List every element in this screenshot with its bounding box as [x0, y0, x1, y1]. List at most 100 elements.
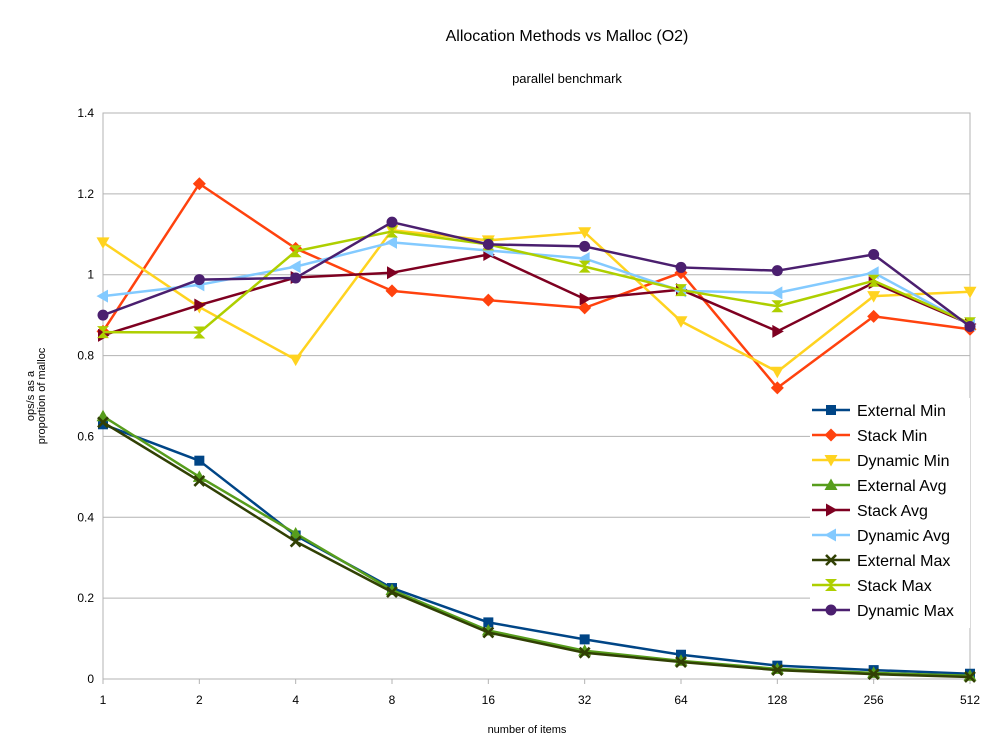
legend-label-dynamic-avg: Dynamic Avg — [857, 528, 950, 545]
legend-label-stack-min: Stack Min — [857, 428, 927, 445]
legend-item-dynamic-avg: Dynamic Avg — [812, 528, 950, 545]
legend-marker-stack-avg — [826, 503, 838, 517]
x-tick-label: 32 — [578, 693, 592, 707]
data-point-stack-avg — [579, 292, 592, 306]
series-stack-min — [96, 177, 977, 395]
data-point-stack-min — [770, 381, 784, 395]
data-point-stack-min — [385, 284, 399, 298]
data-point-external-avg — [289, 526, 303, 539]
data-point-dynamic-avg — [96, 289, 108, 303]
legend: External Min Stack Min Dynamic Min External… — [810, 398, 970, 628]
legend-item-dynamic-max: Dynamic Max — [812, 603, 954, 620]
data-point-dynamic-min — [578, 227, 592, 239]
data-point-stack-max — [578, 260, 591, 273]
y-tick-label: 1.4 — [77, 106, 94, 120]
legend-item-stack-max: Stack Max — [812, 578, 932, 595]
data-point-external-max — [771, 664, 784, 677]
series-line-external-min — [102, 423, 971, 675]
legend-item-dynamic-min: Dynamic Min — [812, 453, 949, 470]
data-point-dynamic-max — [964, 320, 976, 332]
data-point-external-max — [386, 586, 398, 598]
data-point-dynamic-min — [867, 291, 881, 303]
series-line-dynamic-min — [102, 228, 971, 373]
data-point-dynamic-max — [771, 265, 783, 277]
data-point-external-min — [98, 419, 108, 430]
data-point-dynamic-avg — [385, 235, 397, 249]
series-line-external-max — [102, 421, 971, 679]
data-point-stack-min — [578, 301, 592, 315]
data-point-dynamic-min — [289, 354, 303, 367]
data-point-dynamic-max — [386, 216, 398, 228]
legend-marker-stack-min — [824, 428, 838, 442]
series-dynamic-avg — [96, 235, 975, 332]
plot-frame — [102, 112, 971, 680]
series-dynamic-max — [97, 216, 976, 332]
x-tick-label: 64 — [674, 693, 688, 707]
legend-label-stack-max: Stack Max — [857, 578, 932, 595]
series-stack-max — [97, 225, 976, 339]
data-point-dynamic-min — [96, 237, 110, 249]
series-external-max — [97, 416, 976, 683]
data-point-external-max — [964, 671, 976, 683]
y-axis-label-line2: proportion of malloc — [36, 347, 48, 444]
data-point-dynamic-avg — [770, 286, 783, 300]
y-tick-labels: 0 0.2 0.4 0.6 0.8 1 1.2 1.4 — [77, 106, 94, 686]
legend-item-stack-avg: Stack Avg — [812, 503, 928, 520]
y-tick-label: 1.2 — [77, 187, 94, 201]
series-stack-avg — [98, 248, 977, 342]
data-point-external-min — [483, 617, 494, 628]
data-point-dynamic-max — [193, 274, 205, 286]
x-tick-label: 1 — [100, 693, 107, 707]
x-tick-label: 4 — [292, 693, 299, 707]
data-point-dynamic-min — [770, 366, 784, 379]
legend-label-external-max: External Max — [857, 553, 950, 570]
legend-label-external-avg: External Avg — [857, 478, 947, 495]
y-axis-label-line1: ops/s as a — [25, 370, 37, 421]
legend-marker-external-min — [826, 405, 836, 415]
chart-subtitle: parallel benchmark — [512, 71, 622, 86]
legend-marker-external-max — [825, 554, 837, 566]
y-tick-label: 1 — [87, 268, 94, 282]
series-line-stack-min — [101, 182, 971, 390]
legend-marker-dynamic-max — [825, 604, 837, 616]
data-point-dynamic-max — [290, 272, 302, 284]
x-axis-label: number of items — [488, 724, 567, 736]
legend-item-external-avg: External Avg — [812, 478, 947, 495]
data-point-external-max — [289, 535, 302, 548]
x-tick-label: 16 — [482, 693, 496, 707]
legend-label-external-min: External Min — [857, 403, 946, 420]
data-point-stack-avg — [387, 266, 399, 280]
data-point-stack-max — [386, 225, 398, 238]
data-point-dynamic-max — [868, 249, 880, 260]
data-point-stack-max — [771, 300, 784, 313]
data-point-external-max — [675, 656, 687, 668]
data-point-external-max — [97, 416, 109, 429]
data-point-stack-max — [193, 326, 206, 339]
x-tick-label: 8 — [389, 693, 396, 707]
data-point-external-min — [194, 455, 205, 466]
data-point-stack-min — [867, 309, 881, 323]
data-point-dynamic-min — [963, 286, 977, 299]
legend-label-dynamic-min: Dynamic Min — [857, 453, 949, 470]
data-point-dynamic-avg — [289, 260, 301, 274]
x-tick-label: 2 — [196, 693, 203, 707]
series-line-dynamic-max — [102, 220, 971, 328]
legend-item-external-min: External Min — [812, 403, 946, 420]
data-point-stack-min — [192, 177, 206, 191]
data-point-external-max — [193, 474, 206, 487]
data-point-dynamic-max — [579, 240, 591, 252]
x-tick-label: 512 — [960, 693, 980, 707]
legend-marker-dynamic-min — [824, 455, 838, 467]
data-point-stack-avg — [772, 324, 784, 338]
data-point-dynamic-min — [674, 316, 688, 328]
legend-marker-stack-max — [825, 579, 837, 591]
series-group — [96, 177, 977, 683]
data-point-stack-max — [289, 245, 302, 258]
legend-item-external-max: External Max — [812, 553, 950, 570]
data-point-dynamic-max — [675, 261, 687, 273]
legend-marker-external-avg — [824, 478, 838, 490]
y-axis-label: ops/s as a proportion of malloc — [25, 347, 48, 444]
legend-item-stack-min: Stack Min — [812, 428, 927, 445]
legend-label-dynamic-max: Dynamic Max — [857, 603, 954, 620]
